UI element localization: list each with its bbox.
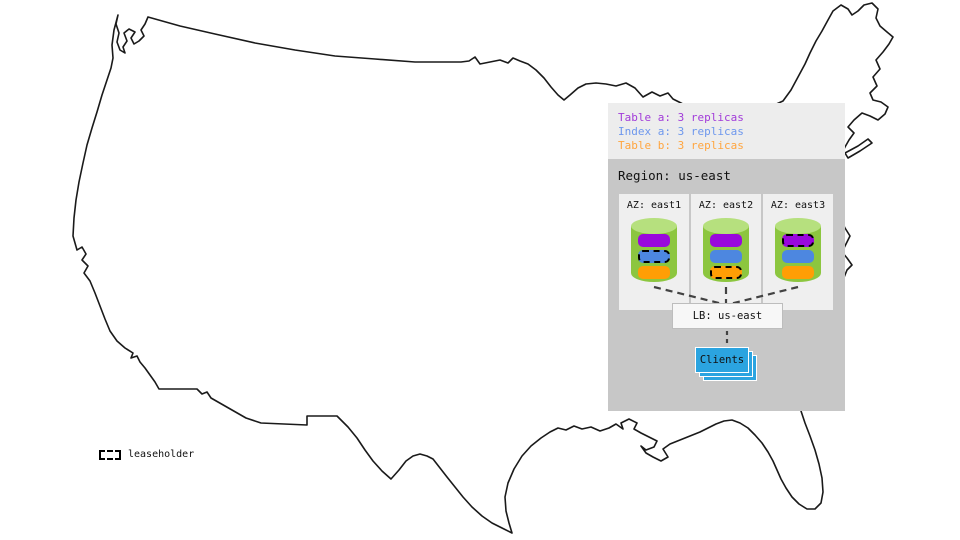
database-cylinder [775, 218, 821, 282]
replica-bars [638, 234, 670, 279]
replica-bars [782, 234, 814, 279]
az-box-east2: AZ: east2 [691, 194, 761, 310]
index-a-replica [782, 250, 814, 263]
az-row: AZ: east1 AZ: east2 AZ: east3 [619, 194, 833, 310]
table-a-replica [638, 234, 670, 247]
legend-index-a: Index a: 3 replicas [618, 125, 744, 138]
cylinder-top-icon [703, 218, 749, 234]
table-b-replica-leaseholder [710, 266, 742, 279]
load-balancer-box: LB: us-east [672, 303, 783, 329]
table-a-replica [710, 234, 742, 247]
cylinder-top-icon [775, 218, 821, 234]
replica-legend-panel: Table a: 3 replicas Index a: 3 replicas … [608, 103, 845, 159]
table-b-replica [782, 266, 814, 279]
index-a-replica-leaseholder [638, 250, 670, 263]
clients-box: Clients [695, 347, 749, 373]
region-panel: Region: us-east AZ: east1 AZ: east2 [608, 159, 845, 411]
cylinder-top-icon [631, 218, 677, 234]
legend-table-b: Table b: 3 replicas [618, 139, 744, 152]
az-box-east3: AZ: east3 [763, 194, 833, 310]
replica-bars [710, 234, 742, 279]
clients-stack: Clients [695, 347, 757, 381]
az-label: AZ: east3 [770, 200, 826, 211]
leaseholder-legend: leaseholder [99, 449, 194, 460]
region-title: Region: us-east [618, 168, 731, 183]
table-a-replica-leaseholder [782, 234, 814, 247]
table-b-replica [638, 266, 670, 279]
database-cylinder [631, 218, 677, 282]
az-label: AZ: east1 [626, 200, 682, 211]
database-cylinder [703, 218, 749, 282]
leaseholder-swatch-icon [99, 449, 121, 460]
az-box-east1: AZ: east1 [619, 194, 689, 310]
index-a-replica [710, 250, 742, 263]
legend-table-a: Table a: 3 replicas [618, 111, 744, 124]
long-island-outline [844, 138, 873, 159]
leaseholder-label: leaseholder [128, 449, 195, 460]
az-label: AZ: east2 [698, 200, 754, 211]
